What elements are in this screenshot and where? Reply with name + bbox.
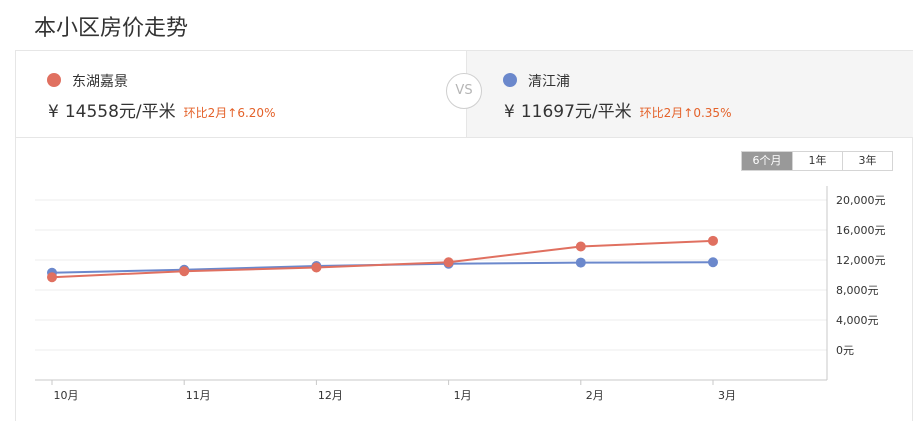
data-point bbox=[311, 262, 322, 273]
x-tick-label: 11月 bbox=[186, 389, 211, 402]
right-series-marker-icon bbox=[503, 73, 517, 87]
data-point bbox=[575, 257, 586, 268]
tab-6-months[interactable]: 6个月 bbox=[742, 152, 792, 170]
left-change: 环比2月↑6.20% bbox=[183, 106, 276, 120]
compare-left: 东湖嘉景 ¥14558元/平米 环比2月↑6.20% bbox=[16, 51, 466, 137]
right-unit: 元/平米 bbox=[574, 102, 632, 122]
data-point bbox=[443, 257, 454, 268]
right-change: 环比2月↑0.35% bbox=[639, 106, 732, 120]
data-point bbox=[179, 266, 190, 277]
data-point bbox=[575, 241, 586, 252]
compare-row: 东湖嘉景 ¥14558元/平米 环比2月↑6.20% 清江浦 ¥11697元/平米… bbox=[16, 51, 913, 138]
y-tick-label: 16,000元 bbox=[836, 224, 886, 237]
series-line bbox=[51, 261, 714, 274]
left-community-name: 东湖嘉景 bbox=[72, 74, 128, 90]
right-price-line: ¥11697元/平米 环比2月↑0.35% bbox=[504, 97, 731, 122]
y-tick-label: 4,000元 bbox=[836, 314, 879, 327]
tab-3-years[interactable]: 3年 bbox=[842, 152, 892, 170]
tab-1-year[interactable]: 1年 bbox=[792, 152, 842, 170]
left-price-line: ¥14558元/平米 环比2月↑6.20% bbox=[48, 97, 275, 122]
x-tick-label: 10月 bbox=[54, 389, 79, 402]
left-price: 14558 bbox=[64, 102, 119, 122]
x-tick-label: 3月 bbox=[718, 389, 736, 402]
data-point bbox=[708, 235, 718, 246]
left-series-marker-icon bbox=[47, 73, 61, 87]
page-title: 本小区房价走势 bbox=[34, 16, 189, 41]
left-unit: 元/平米 bbox=[118, 102, 176, 122]
range-tabs: 6个月 1年 3年 bbox=[741, 151, 893, 171]
right-community-name: 清江浦 bbox=[528, 74, 570, 90]
data-point bbox=[47, 272, 57, 283]
x-tick-label: 2月 bbox=[586, 389, 604, 402]
y-tick-label: 8,000元 bbox=[836, 284, 879, 297]
y-tick-label: 0元 bbox=[836, 344, 854, 357]
vs-badge: VS bbox=[446, 73, 482, 109]
trend-panel: 东湖嘉景 ¥14558元/平米 环比2月↑6.20% 清江浦 ¥11697元/平米… bbox=[15, 50, 913, 421]
compare-right: 清江浦 ¥11697元/平米 环比2月↑0.35% bbox=[466, 51, 913, 137]
series-line bbox=[51, 239, 714, 279]
y-tick-label: 12,000元 bbox=[836, 254, 886, 267]
y-tick-label: 20,000元 bbox=[836, 194, 886, 207]
right-price: 11697 bbox=[520, 102, 575, 122]
left-currency: ¥ bbox=[48, 102, 59, 122]
right-currency: ¥ bbox=[504, 102, 515, 122]
x-tick-label: 12月 bbox=[318, 389, 343, 402]
data-point bbox=[708, 257, 718, 268]
x-tick-label: 1月 bbox=[454, 389, 472, 402]
